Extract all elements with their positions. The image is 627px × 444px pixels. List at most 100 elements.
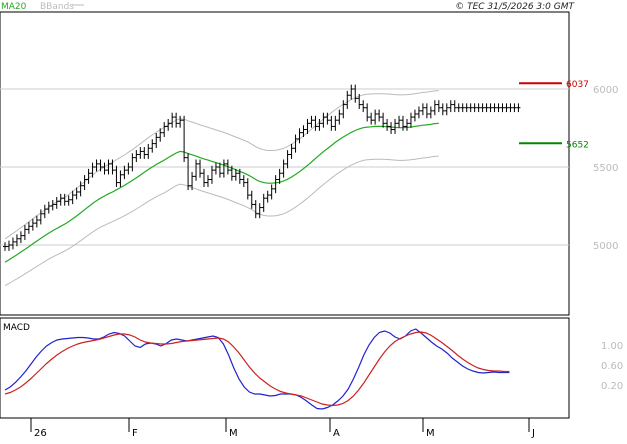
price-bar (357, 93, 362, 109)
price-bar (225, 159, 230, 175)
price-bar (456, 103, 461, 113)
price-bar (404, 118, 409, 131)
price-bar (373, 109, 378, 125)
xtick-label-1: F (132, 428, 138, 439)
price-bar (110, 159, 115, 175)
price-bar (496, 103, 501, 113)
price-bar (337, 109, 342, 125)
price-bar (389, 122, 394, 134)
price-bar (82, 175, 87, 191)
price-bar (6, 240, 11, 251)
price-levels: 6037 5652 (519, 80, 589, 150)
price-bar (301, 125, 306, 138)
price-bar (341, 100, 346, 119)
price-bar (62, 193, 67, 206)
price-bar (78, 181, 83, 197)
price-bar (448, 100, 453, 113)
price-bar (241, 175, 246, 187)
price-bar (297, 128, 302, 144)
bollinger-bands (4, 90, 439, 287)
price-bar (500, 103, 505, 113)
price-bar (440, 103, 445, 116)
price-bar (464, 103, 469, 113)
price-bar (377, 109, 382, 122)
price-bar (321, 112, 326, 128)
price-bar (50, 200, 55, 211)
price-bar (74, 187, 79, 200)
price-bar (26, 221, 31, 234)
price-bar (369, 112, 374, 125)
price-bar (194, 159, 199, 181)
price-bar (205, 175, 210, 187)
price-bar (245, 178, 250, 200)
legend: MA20 BBands (1, 2, 84, 12)
price-bar (365, 103, 370, 122)
price-bar (154, 132, 159, 148)
macd-series-1 (4, 331, 510, 407)
price-bar (460, 103, 465, 113)
price-bar (436, 100, 441, 113)
price-bar (492, 103, 497, 113)
ma20-line (4, 122, 439, 263)
price-bar (213, 162, 218, 175)
price-bar (114, 165, 119, 187)
price-bar (58, 193, 63, 206)
price-bar (122, 165, 127, 180)
price-bar (102, 162, 107, 175)
price-bar (186, 153, 191, 191)
price-bar (178, 115, 183, 128)
price-bar (66, 195, 71, 206)
macd-lines (4, 328, 510, 410)
macd-yaxis: 1.00 0.60 0.20 (601, 341, 623, 392)
price-bar (468, 103, 473, 113)
price-bar (361, 100, 366, 113)
price-bar (353, 84, 358, 103)
price-bar (142, 147, 147, 159)
price-bar (126, 162, 131, 175)
level-label-1: 5652 (566, 140, 589, 150)
price-bar (166, 118, 171, 131)
price-bar (46, 201, 51, 214)
price-bar (512, 103, 517, 113)
price-bar (233, 168, 238, 181)
price-bar (130, 153, 135, 172)
price-bar (393, 118, 398, 134)
price-bar (293, 134, 298, 153)
price-bar (476, 103, 481, 113)
price-panel-frame (0, 11, 570, 316)
macd-ytick-1: 0.60 (601, 361, 623, 372)
price-bar (182, 115, 187, 163)
xtick-label-4: M (426, 428, 435, 439)
price-bar (313, 115, 318, 131)
price-bar (249, 190, 254, 209)
xtick-label-2: M (229, 428, 238, 439)
price-bar (329, 115, 334, 131)
price-bar (190, 171, 195, 191)
price-bar (412, 109, 417, 122)
price-bar (162, 122, 167, 138)
price-ytick-1: 5500 (593, 163, 618, 174)
x-axis: 26 F M A M J (30, 418, 535, 439)
price-bar (416, 106, 421, 119)
price-bar (432, 100, 437, 116)
price-bar (504, 103, 509, 113)
macd-series-0 (4, 328, 510, 410)
price-bar (42, 204, 47, 219)
price-bar (54, 196, 59, 209)
macd-ytick-0: 1.00 (601, 341, 623, 352)
level-label-0: 6037 (566, 80, 589, 90)
price-bar (345, 90, 350, 109)
ma20-polyline (4, 122, 439, 263)
price-bar (3, 242, 7, 251)
price-bar (325, 112, 330, 125)
price-bar (229, 165, 234, 181)
price-bar (217, 162, 222, 178)
price-bar (408, 112, 413, 128)
price-bar (18, 231, 23, 244)
price-bars (3, 84, 521, 251)
price-bar (70, 190, 75, 205)
price-bar (118, 170, 123, 187)
price-bar (30, 218, 35, 231)
price-bar (170, 112, 175, 128)
